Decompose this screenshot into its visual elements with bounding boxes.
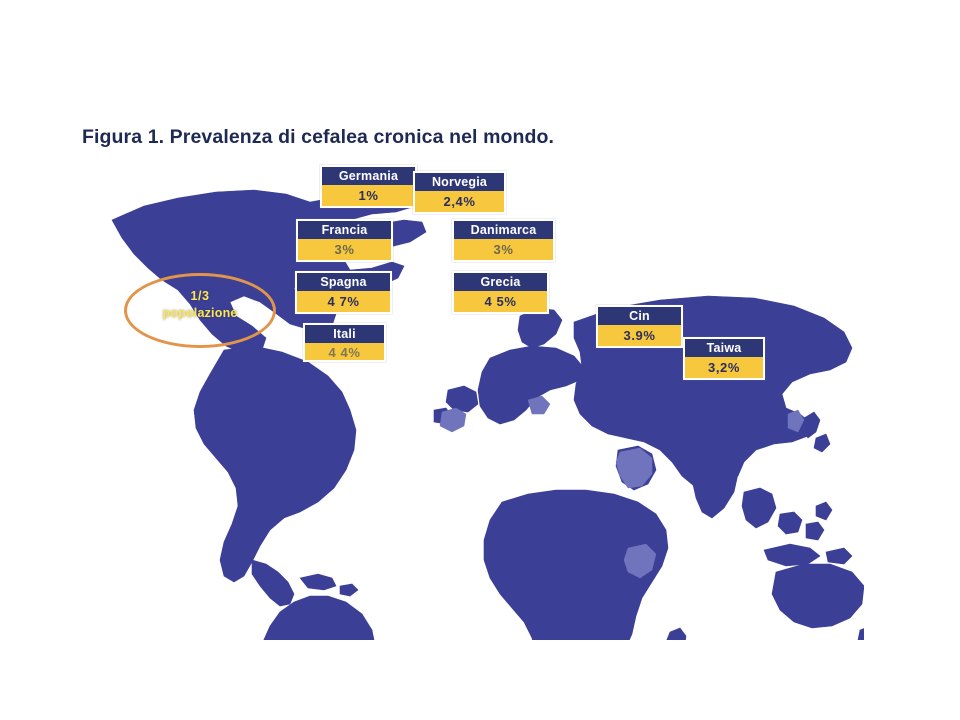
callout-francia-value: 3% <box>298 239 391 260</box>
callout-danimarca-label: Danimarca <box>454 221 553 239</box>
north-america-highlight-label: 1/3 popolazione <box>124 288 276 322</box>
callout-taiwan[interactable]: Taiwa 3,2% <box>683 337 765 380</box>
highlight-word: popolazione <box>162 306 238 320</box>
callout-norvegia-label: Norvegia <box>415 173 504 191</box>
callout-taiwan-value: 3,2% <box>685 357 763 378</box>
page-title: Figura 1. Prevalenza di cefalea cronica … <box>82 126 555 148</box>
callout-norvegia-value: 2,4% <box>415 191 504 212</box>
callout-germania[interactable]: Germania 1% <box>320 165 417 208</box>
callout-francia[interactable]: Francia 3% <box>296 219 393 262</box>
callout-norvegia[interactable]: Norvegia 2,4% <box>413 171 506 214</box>
callout-italia-label: Itali <box>305 325 384 343</box>
callout-italia[interactable]: Itali 4 4% <box>303 323 386 362</box>
callout-spagna-value: 4 7% <box>297 291 390 312</box>
callout-cina[interactable]: Cin 3.9% <box>596 305 683 348</box>
callout-grecia-value: 4 5% <box>454 291 547 312</box>
map-highlight-regions <box>439 395 805 579</box>
highlight-fraction: 1/3 <box>190 289 210 303</box>
callout-spagna[interactable]: Spagna 4 7% <box>295 271 392 314</box>
callout-italia-value: 4 4% <box>305 343 384 360</box>
callout-francia-label: Francia <box>298 221 391 239</box>
callout-cina-value: 3.9% <box>598 325 681 346</box>
callout-grecia[interactable]: Grecia 4 5% <box>452 271 549 314</box>
callout-germania-value: 1% <box>322 185 415 206</box>
callout-grecia-label: Grecia <box>454 273 547 291</box>
callout-danimarca[interactable]: Danimarca 3% <box>452 219 555 262</box>
callout-spagna-label: Spagna <box>297 273 390 291</box>
callout-cina-label: Cin <box>598 307 681 325</box>
callout-danimarca-value: 3% <box>454 239 553 260</box>
callout-taiwan-label: Taiwa <box>685 339 763 357</box>
callout-germania-label: Germania <box>322 167 415 185</box>
